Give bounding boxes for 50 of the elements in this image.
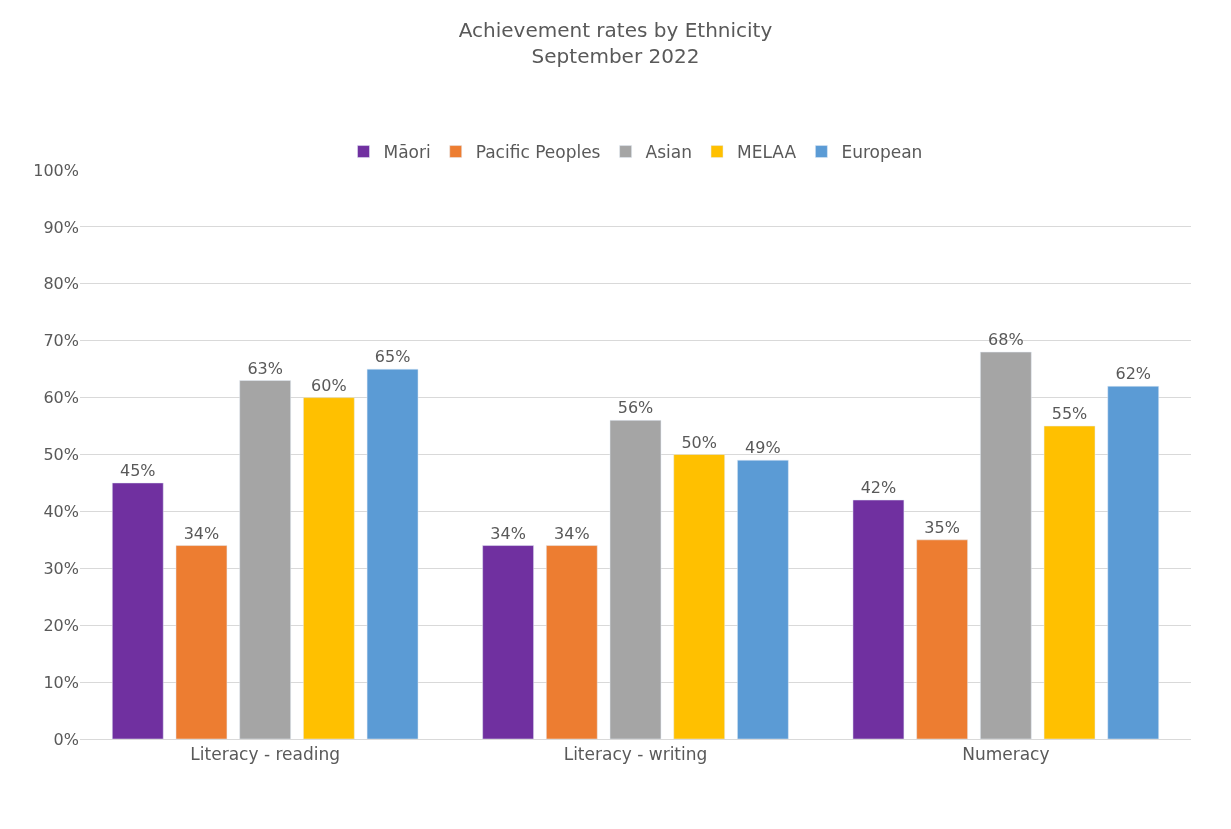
data-label: 55% — [1051, 404, 1088, 424]
y-tick-label: 50% — [43, 445, 79, 465]
y-tick-label: 70% — [43, 331, 79, 351]
legend-label: European — [841, 142, 923, 163]
bar — [112, 482, 164, 739]
y-tick-label: 20% — [43, 615, 79, 635]
data-label: 50% — [681, 432, 717, 452]
data-label: 62% — [1115, 364, 1152, 384]
y-tick-label: 100% — [33, 160, 79, 180]
y-tick-label: 60% — [43, 388, 79, 408]
data-label: 49% — [745, 438, 781, 458]
data-label: 34% — [183, 523, 220, 543]
x-tick-label: Literacy - reading — [190, 744, 340, 765]
bar — [609, 420, 662, 739]
bar — [546, 545, 598, 739]
y-tick-label: 80% — [43, 274, 79, 294]
chart-title: Achievement rates by Ethnicity September 2022 — [458, 18, 773, 69]
data-label: 65% — [374, 347, 411, 367]
y-tick-label: 90% — [43, 217, 79, 237]
bar — [980, 351, 1032, 739]
legend-label: MELAA — [737, 142, 797, 163]
data-label: 34% — [554, 523, 590, 543]
data-label: 60% — [311, 375, 347, 395]
bar — [916, 539, 968, 739]
bar — [1107, 385, 1159, 739]
bar — [482, 545, 534, 739]
data-label: 45% — [119, 460, 156, 480]
legend-label: Māori — [383, 142, 431, 163]
x-tick-label: Literacy - writing — [563, 744, 708, 765]
legend-label: Pacific Peoples — [475, 142, 601, 163]
bar — [737, 459, 789, 739]
data-label: 56% — [617, 398, 654, 418]
bar — [366, 368, 419, 739]
y-tick-label: 40% — [43, 502, 79, 521]
bar — [852, 499, 905, 739]
legend-label: Asian — [645, 142, 693, 163]
bar — [303, 397, 355, 739]
bar — [175, 545, 228, 739]
x-tick-label: Numeracy — [962, 744, 1050, 765]
bar — [1043, 425, 1096, 739]
data-label: 34% — [490, 523, 526, 543]
data-label: 63% — [247, 358, 283, 378]
data-label: 42% — [860, 478, 897, 498]
y-tick-label: 10% — [43, 672, 79, 692]
bar — [673, 454, 725, 739]
y-tick-label: 0% — [53, 729, 79, 749]
y-tick-label: 30% — [43, 558, 79, 578]
bar — [239, 380, 291, 739]
data-label: 68% — [988, 330, 1024, 350]
data-label: 35% — [924, 517, 960, 537]
